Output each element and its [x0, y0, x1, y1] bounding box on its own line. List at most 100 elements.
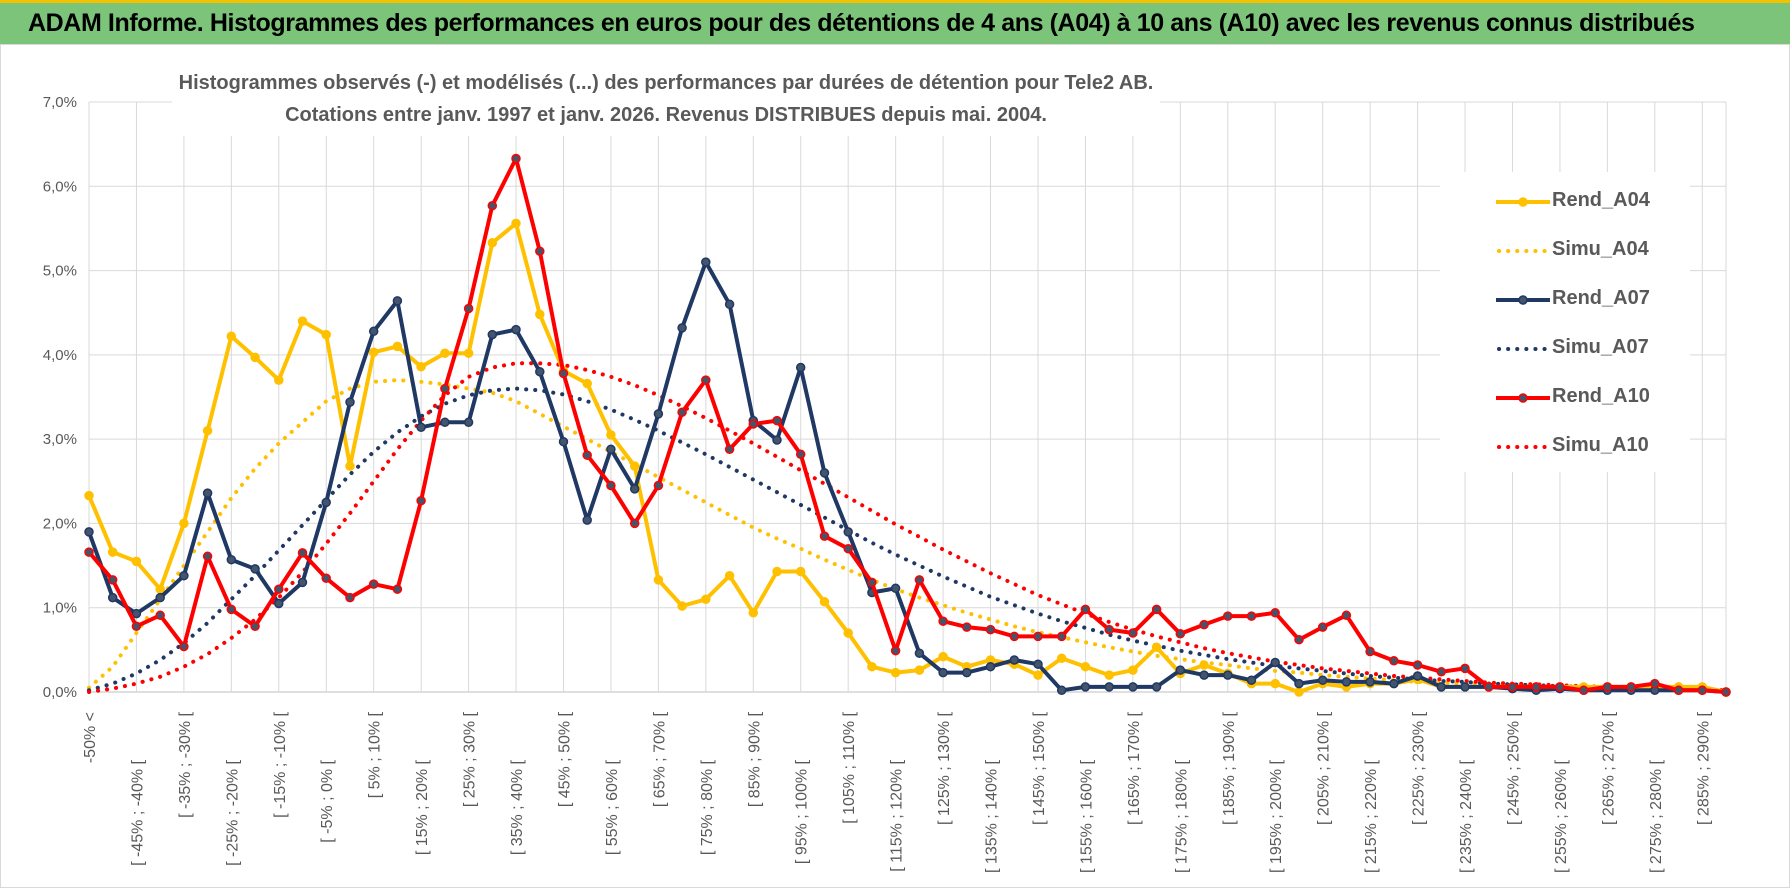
- data-point-rend_a10: [677, 407, 687, 417]
- data-point-rend_a04: [629, 461, 640, 471]
- data-point-rend_a07: [107, 592, 118, 603]
- data-point-rend_a10: [985, 624, 996, 635]
- data-point-rend_a04: [1151, 642, 1162, 653]
- data-point-rend_a07: [1104, 682, 1114, 692]
- data-point-rend_a10: [1223, 611, 1233, 621]
- data-point-rend_a10: [155, 610, 165, 621]
- data-point-rend_a04: [345, 461, 355, 471]
- data-point-rend_a07: [368, 326, 379, 337]
- chart-title-line-2: Cotations entre janv. 1997 et janv. 2026…: [285, 104, 1047, 126]
- y-tick-label: 0,0%: [43, 684, 77, 701]
- data-point-rend_a10: [202, 551, 213, 562]
- data-point-rend_a04: [321, 329, 331, 340]
- legend-item-simu_a07: Simu_A07: [1440, 333, 1690, 363]
- data-point-rend_a07: [463, 417, 474, 428]
- data-point-rend_a07: [582, 515, 592, 525]
- y-tick-label: 6,0%: [43, 178, 77, 195]
- data-point-rend_a04: [890, 667, 901, 678]
- x-tick-label: [ 285% ; 290% [: [1695, 711, 1712, 825]
- x-tick-label: [ -25% ; -20% [: [224, 759, 241, 865]
- data-point-rend_a04: [250, 352, 260, 363]
- data-point-rend_a04: [226, 331, 237, 342]
- data-point-rend_a10: [1484, 682, 1494, 692]
- data-point-rend_a07: [558, 436, 569, 447]
- legend-label: Rend_A04: [1552, 189, 1650, 211]
- legend-item-rend_a04: Rend_A04: [1440, 186, 1690, 216]
- data-point-rend_a07: [1389, 678, 1399, 689]
- data-point-rend_a07: [416, 422, 426, 433]
- data-point-rend_a07: [1199, 670, 1209, 680]
- data-point-rend_a04: [1104, 670, 1114, 680]
- data-point-rend_a10: [463, 303, 474, 314]
- data-point-rend_a10: [1389, 656, 1399, 666]
- data-point-rend_a10: [1175, 629, 1186, 639]
- data-point-rend_a04: [701, 594, 711, 605]
- data-point-rend_a04: [463, 348, 474, 358]
- data-point-rend_a10: [1555, 682, 1565, 692]
- data-point-rend_a10: [772, 415, 782, 426]
- data-point-rend_a10: [440, 383, 450, 394]
- data-point-rend_a07: [155, 592, 165, 603]
- data-point-rend_a10: [131, 621, 142, 632]
- data-point-rend_a04: [653, 575, 664, 585]
- x-tick-label: [ 215% ; 220% [: [1363, 759, 1380, 873]
- data-point-rend_a07: [392, 296, 403, 306]
- series-line-rend_a10: [87, 156, 1727, 694]
- data-point-rend_a04: [1080, 661, 1091, 672]
- data-point-rend_a10: [1246, 611, 1257, 621]
- x-tick-label: [ 135% ; 140% [: [984, 759, 1001, 873]
- data-point-rend_a07: [606, 444, 616, 455]
- data-point-rend_a07: [1128, 682, 1138, 692]
- y-axis-labels: 0,0% 1,0% 2,0% 3,0% 4,0% 5,0% 6,0% 7,0%: [43, 94, 77, 701]
- x-tick-label: [ 195% ; 200% [: [1268, 759, 1285, 873]
- data-point-rend_a04: [819, 597, 830, 607]
- data-point-rend_a10: [1199, 619, 1209, 630]
- x-tick-label: [ 125% ; 130% [: [936, 711, 953, 825]
- legend-swatch: [1496, 295, 1550, 305]
- data-point-rend_a04: [1128, 665, 1138, 675]
- data-point-rend_a10: [297, 548, 308, 558]
- data-point-rend_a04: [131, 556, 142, 567]
- data-point-rend_a10: [1009, 631, 1020, 642]
- legend-label: Simu_A10: [1552, 434, 1649, 456]
- data-point-rend_a07: [274, 598, 284, 609]
- data-point-rend_a07: [250, 564, 260, 574]
- y-tick-label: 4,0%: [43, 347, 77, 364]
- data-point-rend_a07: [677, 323, 687, 333]
- legend-item-rend_a10: Rend_A10: [1440, 382, 1690, 412]
- legend-swatch: [1497, 445, 1549, 449]
- x-tick-label: [ 255% ; 260% [: [1553, 759, 1570, 873]
- data-point-rend_a10: [179, 641, 189, 652]
- x-tick-label: [ 75% ; 80% [: [699, 759, 716, 855]
- data-point-rend_a04: [368, 347, 379, 358]
- data-point-rend_a07: [701, 257, 711, 267]
- legend-label: Simu_A04: [1552, 238, 1649, 260]
- data-point-rend_a10: [629, 518, 640, 529]
- data-point-rend_a07: [345, 397, 355, 407]
- data-point-rend_a04: [107, 547, 118, 557]
- data-point-rend_a07: [1412, 671, 1423, 681]
- data-point-rend_a04: [1056, 653, 1067, 664]
- legend-swatch: [1497, 347, 1549, 351]
- legend-item-rend_a07: Rend_A07: [1440, 284, 1690, 314]
- header-banner: ADAM Informe. Histogrammes des performan…: [0, 0, 1790, 44]
- data-point-rend_a07: [1056, 685, 1067, 696]
- x-axis-labels: -50% < [ -45% ; -40% [[ -35% ; -30% [[ -2…: [82, 711, 1712, 873]
- chart-title-line-1: Histogrammes observés (-) et modélisés (…: [178, 72, 1154, 94]
- data-point-rend_a10: [938, 616, 948, 626]
- data-point-rend_a04: [748, 608, 759, 618]
- data-point-rend_a10: [226, 604, 237, 615]
- data-point-rend_a07: [938, 667, 948, 678]
- x-tick-label: [ 5% ; 10% [: [367, 711, 384, 798]
- data-point-rend_a10: [795, 449, 806, 460]
- series-line-simu_a10: [87, 361, 1728, 694]
- data-point-rend_a10: [321, 573, 331, 583]
- data-point-rend_a04: [677, 601, 687, 611]
- data-point-rend_a04: [724, 570, 735, 581]
- data-point-rend_a07: [440, 417, 450, 428]
- data-point-rend_a10: [701, 375, 711, 385]
- data-point-rend_a04: [84, 490, 94, 501]
- x-tick-label: [ 235% ; 240% [: [1458, 759, 1475, 873]
- data-point-rend_a10: [843, 543, 853, 554]
- data-point-rend_a07: [1175, 665, 1186, 675]
